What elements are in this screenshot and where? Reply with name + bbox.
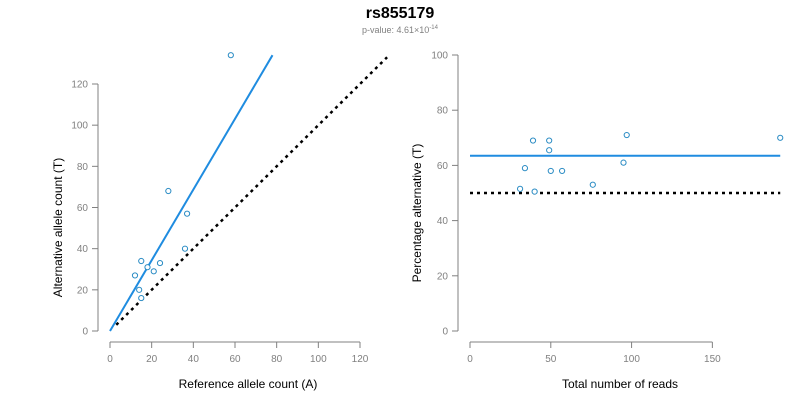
left-data-point <box>165 187 172 195</box>
left-data-point <box>150 268 157 275</box>
right-y-tick-label: 0 <box>442 327 448 338</box>
right-x-tick-label: 0 <box>467 354 473 365</box>
right-data-point <box>521 165 529 172</box>
right-x-axis-title: Total number of reads <box>562 377 678 391</box>
right-data-point <box>620 159 627 166</box>
right-panel: 0 20 40 60 80 100 0 50 100 150 Total number of rea… <box>410 51 784 391</box>
left-data-point <box>136 286 143 293</box>
right-data-point <box>546 137 553 144</box>
left-x-tick-label: 60 <box>229 354 241 365</box>
right-data-point <box>589 181 596 188</box>
left-fit-line <box>109 54 274 332</box>
left-y-tick-label: 0 <box>82 327 88 338</box>
left-y-axis-title: Alternative allele count (T) <box>51 158 65 297</box>
left-y-tick-label: 80 <box>77 162 89 173</box>
left-data-point <box>183 210 191 217</box>
right-y-tick-label: 60 <box>437 161 449 172</box>
right-data-point <box>547 167 554 175</box>
left-y-tick-label: 40 <box>77 244 89 255</box>
left-x-tick-label: 100 <box>310 354 327 365</box>
left-x-tick-label: 0 <box>107 354 113 365</box>
left-y-tick-label: 60 <box>77 203 89 214</box>
left-x-tick-label: 80 <box>271 354 283 365</box>
right-data-point <box>529 137 537 144</box>
left-reference-line <box>115 56 388 326</box>
right-y-tick-label: 40 <box>437 216 449 227</box>
right-y-tick-label: 80 <box>437 106 449 117</box>
right-data-point <box>546 147 553 154</box>
right-data-point <box>777 134 784 141</box>
chart-subtitle: p-value: 4.61×10-14 <box>0 25 800 35</box>
right-data-point <box>516 185 524 192</box>
right-y-tick-label: 20 <box>437 271 449 282</box>
left-y-tick-label: 20 <box>77 285 89 296</box>
right-y-axis-title: Percentage alternative (T) <box>410 144 424 283</box>
right-y-tick-label: 100 <box>431 51 448 62</box>
left-x-tick-label: 40 <box>188 354 200 365</box>
left-data-point <box>227 52 234 59</box>
right-data-point <box>559 167 566 175</box>
p-value-exponent: -14 <box>429 25 438 31</box>
left-panel: 0 20 40 60 80 100 120 0 20 40 60 80 100 120 Reference … <box>51 52 388 391</box>
left-data-point <box>156 259 164 267</box>
right-x-tick-label: 50 <box>545 354 557 365</box>
p-value-text: p-value: 4.61×10 <box>362 25 430 35</box>
right-x-tick-label: 100 <box>623 354 640 365</box>
left-data-point <box>181 245 189 252</box>
left-x-tick-label: 120 <box>352 354 369 365</box>
right-data-point <box>531 188 538 195</box>
left-data-point <box>131 272 139 279</box>
left-data-point <box>138 294 145 302</box>
chart-title: rs855179 <box>365 5 435 22</box>
left-x-tick-label: 20 <box>146 354 158 365</box>
right-x-tick-label: 150 <box>704 354 721 365</box>
left-data-point <box>138 257 145 265</box>
left-data-point <box>144 264 151 271</box>
left-y-tick-label: 100 <box>71 121 88 132</box>
right-data-point <box>623 131 630 139</box>
left-y-tick-label: 120 <box>71 80 88 91</box>
left-x-axis-title: Reference allele count (A) <box>179 377 318 391</box>
